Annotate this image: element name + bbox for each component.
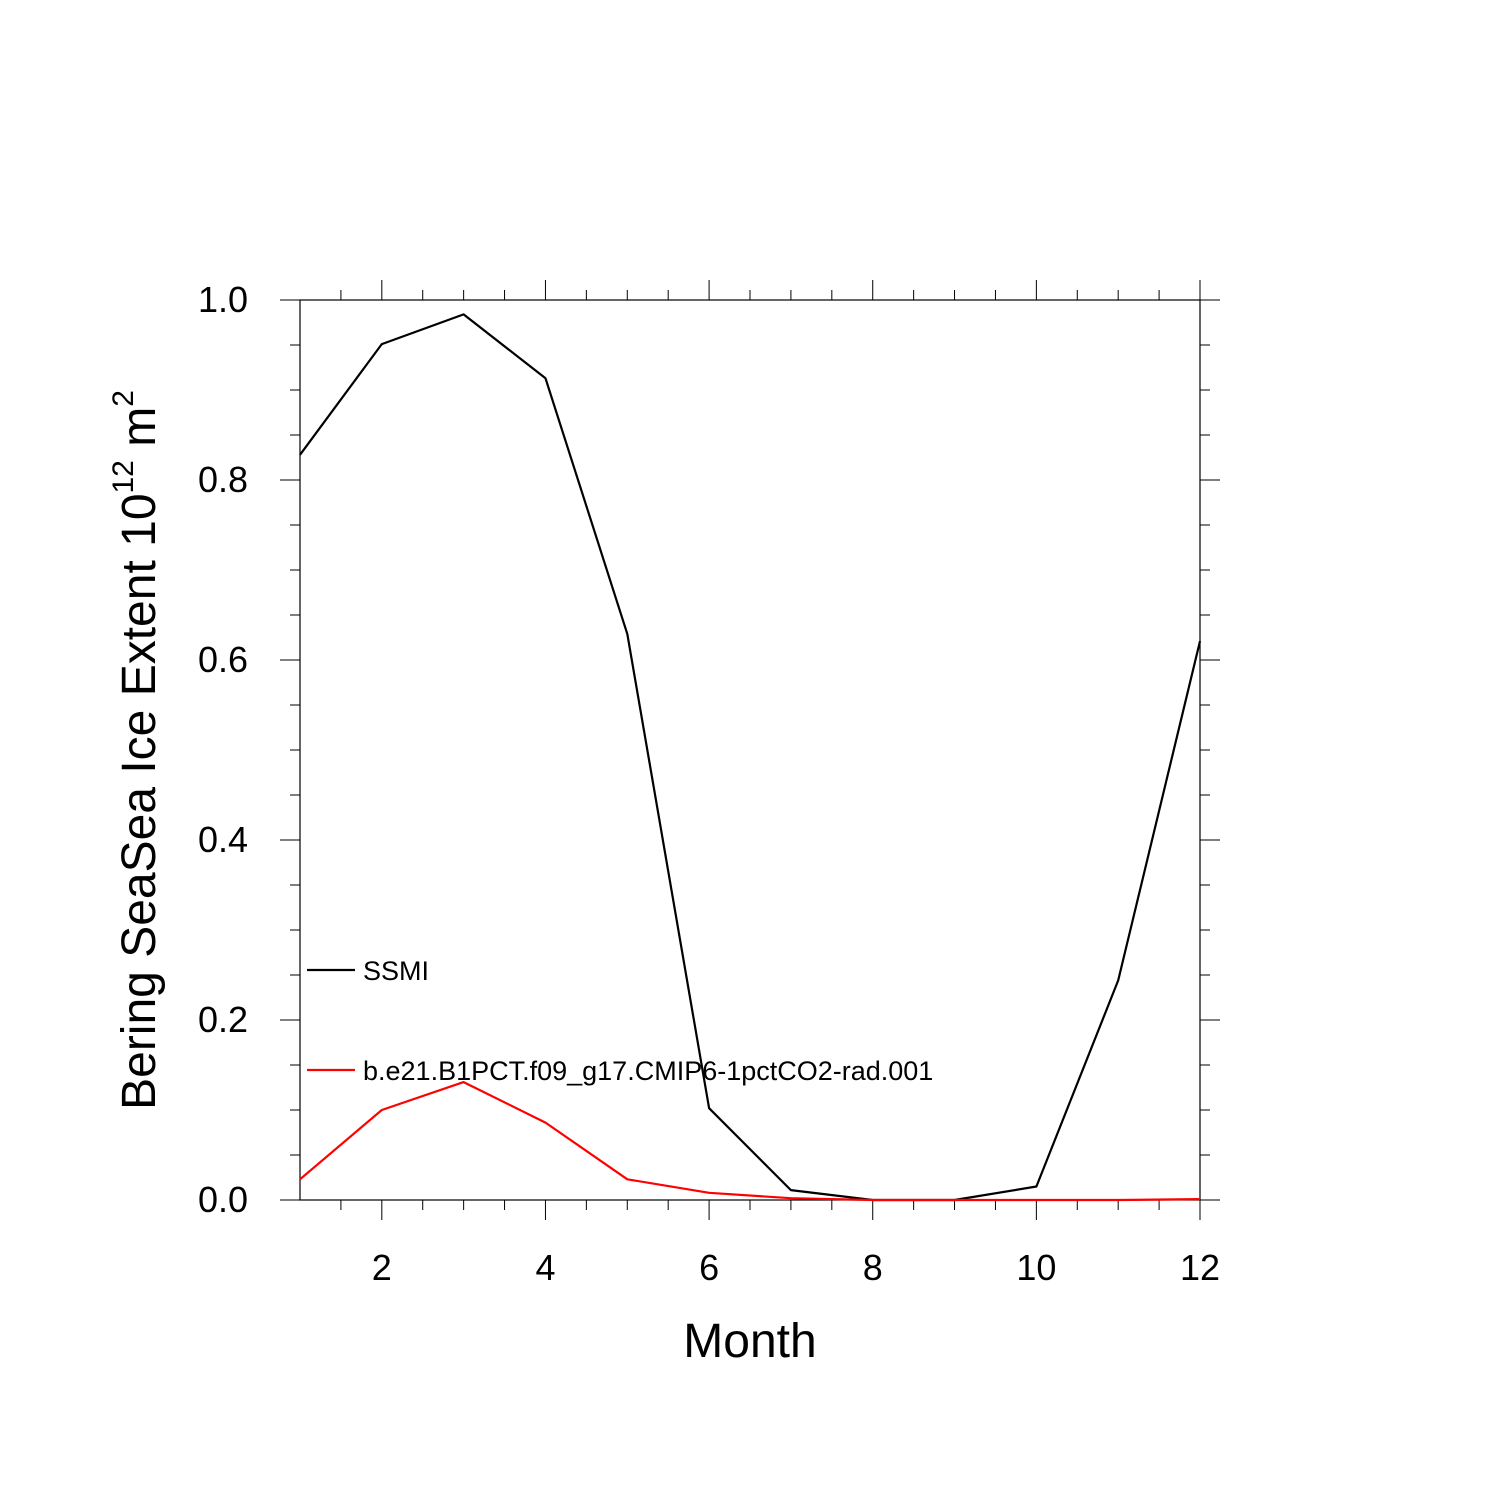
legend-label-1: b.e21.B1PCT.f09_g17.CMIP6-1pctCO2-rad.00… — [363, 1056, 933, 1086]
x-tick-label: 6 — [699, 1247, 719, 1288]
series-line-0 — [299, 313, 1202, 1202]
axis-ticks — [280, 280, 1220, 1220]
y-axis-title-exponent: 12 — [107, 460, 140, 493]
y-axis-title-unit-exponent: 2 — [107, 390, 140, 407]
y-tick-label: 0.4 — [198, 819, 248, 860]
y-axis-title-unit: m — [113, 407, 166, 460]
axis-tick-labels: 2 4 6 8 10 12 0.0 0.2 0.4 0.6 0.8 1.0 — [198, 279, 1220, 1288]
series-line-1 — [299, 1080, 1201, 1202]
y-tick-label: 1.0 — [198, 279, 248, 320]
y-tick-label: 0.6 — [198, 639, 248, 680]
x-axis-title: Month — [683, 1315, 816, 1368]
x-tick-label: 12 — [1180, 1247, 1220, 1288]
x-tick-label: 10 — [1016, 1247, 1056, 1288]
y-tick-label: 0.0 — [198, 1179, 248, 1220]
y-axis-title: Bering SeaSea Ice Extent 1012 m2 — [107, 390, 166, 1110]
x-tick-label: 8 — [863, 1247, 883, 1288]
x-tick-label: 4 — [535, 1247, 555, 1288]
y-axis-title-text: Bering SeaSea Ice Extent 10 — [113, 493, 166, 1109]
series-lines — [299, 313, 1202, 1202]
legend: SSMI b.e21.B1PCT.f09_g17.CMIP6-1pctCO2-ra… — [307, 956, 933, 1086]
legend-label-0: SSMI — [363, 956, 429, 986]
x-tick-label: 2 — [372, 1247, 392, 1288]
y-tick-label: 0.8 — [198, 459, 248, 500]
y-tick-label: 0.2 — [198, 999, 248, 1040]
